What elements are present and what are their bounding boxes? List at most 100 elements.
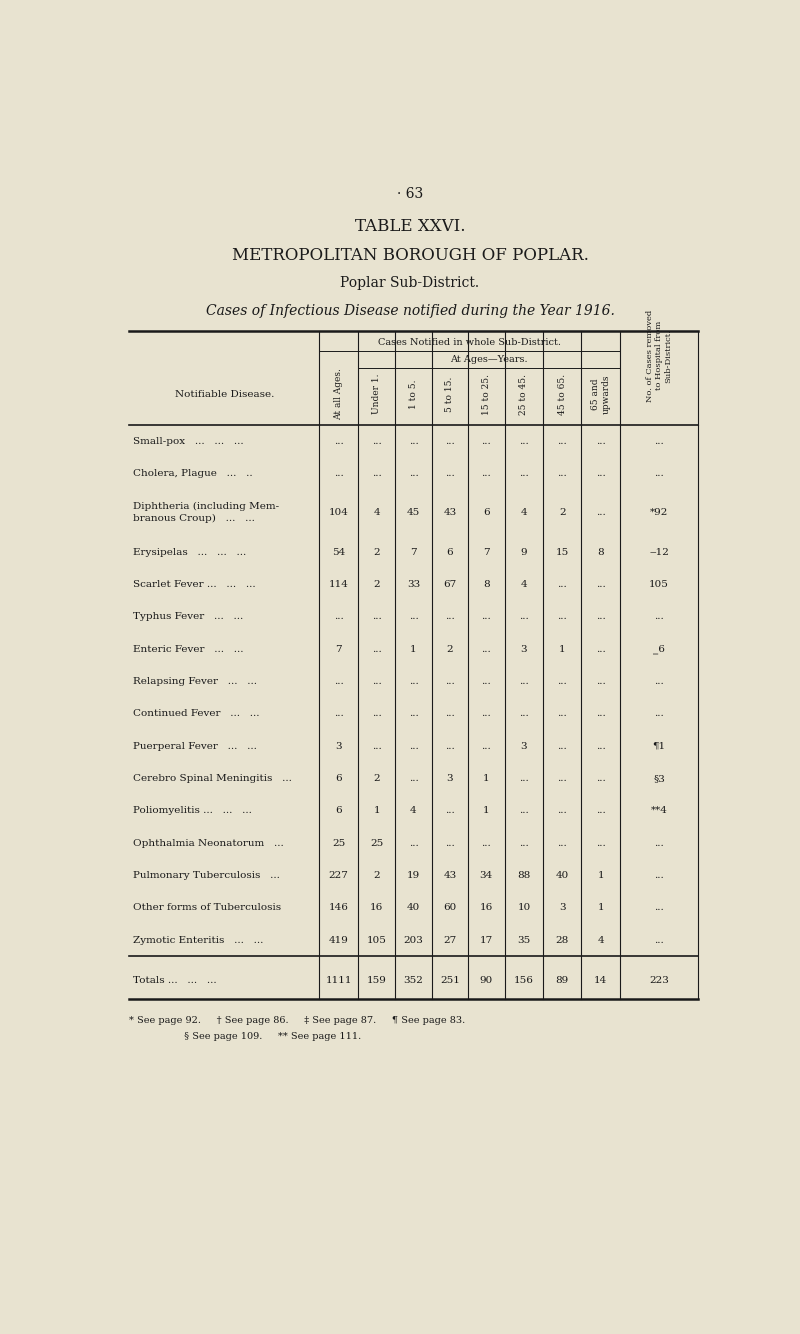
Text: Other forms of Tuberculosis: Other forms of Tuberculosis (133, 903, 281, 912)
Text: 4: 4 (521, 580, 527, 588)
Text: ...: ... (596, 436, 606, 446)
Text: 54: 54 (332, 547, 346, 556)
Text: ...: ... (558, 806, 567, 815)
Text: ...: ... (334, 436, 343, 446)
Text: ...: ... (482, 676, 491, 686)
Text: Relapsing Fever   ...   ...: Relapsing Fever ... ... (133, 676, 257, 686)
Text: ...: ... (409, 436, 418, 446)
Text: 1: 1 (598, 871, 604, 880)
Text: ...: ... (445, 839, 454, 847)
Text: ...: ... (596, 580, 606, 588)
Text: 19: 19 (407, 871, 420, 880)
Text: ‗6: ‗6 (654, 644, 665, 654)
Text: ...: ... (372, 612, 382, 622)
Text: ...: ... (482, 436, 491, 446)
Text: ...: ... (482, 742, 491, 751)
Text: 25: 25 (370, 839, 383, 847)
Text: ...: ... (654, 871, 664, 880)
Text: ...: ... (596, 676, 606, 686)
Text: 105: 105 (366, 935, 386, 944)
Text: TABLE XXVI.: TABLE XXVI. (354, 217, 466, 235)
Text: ...: ... (519, 774, 529, 783)
Text: 7: 7 (335, 644, 342, 654)
Text: ...: ... (596, 806, 606, 815)
Text: 3: 3 (446, 774, 454, 783)
Text: ...: ... (519, 470, 529, 478)
Text: ...: ... (596, 742, 606, 751)
Text: ...: ... (519, 676, 529, 686)
Text: ...: ... (334, 676, 343, 686)
Text: 104: 104 (329, 508, 349, 518)
Text: *92: *92 (650, 508, 668, 518)
Text: branous Croup)   ...   ...: branous Croup) ... ... (133, 515, 254, 523)
Text: 3: 3 (335, 742, 342, 751)
Text: Cholera, Plague   ...   ..: Cholera, Plague ... .. (133, 470, 252, 478)
Text: ...: ... (654, 935, 664, 944)
Text: 25 to 45.: 25 to 45. (519, 374, 529, 415)
Text: ...: ... (596, 644, 606, 654)
Text: 16: 16 (480, 903, 493, 912)
Text: ...: ... (558, 436, 567, 446)
Text: ...: ... (482, 612, 491, 622)
Text: ...: ... (409, 612, 418, 622)
Text: ...: ... (482, 470, 491, 478)
Text: ...: ... (558, 839, 567, 847)
Text: 60: 60 (443, 903, 457, 912)
Text: 4: 4 (521, 508, 527, 518)
Text: ...: ... (558, 470, 567, 478)
Text: ...: ... (334, 470, 343, 478)
Text: 1: 1 (559, 644, 566, 654)
Text: 43: 43 (443, 508, 457, 518)
Text: ...: ... (654, 470, 664, 478)
Text: 105: 105 (650, 580, 669, 588)
Text: 6: 6 (335, 806, 342, 815)
Text: 2: 2 (559, 508, 566, 518)
Text: ...: ... (654, 903, 664, 912)
Text: 14: 14 (594, 975, 607, 984)
Text: ...: ... (654, 710, 664, 718)
Text: ...: ... (334, 612, 343, 622)
Text: 227: 227 (329, 871, 349, 880)
Text: Pulmonary Tuberculosis   ...: Pulmonary Tuberculosis ... (133, 871, 279, 880)
Text: Enteric Fever   ...   ...: Enteric Fever ... ... (133, 644, 243, 654)
Text: Cerebro Spinal Meningitis   ...: Cerebro Spinal Meningitis ... (133, 774, 291, 783)
Text: 1 to 5.: 1 to 5. (409, 379, 418, 410)
Text: 4: 4 (410, 806, 417, 815)
Text: 1: 1 (410, 644, 417, 654)
Text: 27: 27 (443, 935, 457, 944)
Text: 352: 352 (403, 975, 423, 984)
Text: § See page 109.     ** See page 111.: § See page 109. ** See page 111. (153, 1031, 361, 1041)
Text: 2: 2 (374, 547, 380, 556)
Text: ...: ... (445, 436, 454, 446)
Text: §3: §3 (654, 774, 665, 783)
Text: ...: ... (596, 612, 606, 622)
Text: 15: 15 (556, 547, 569, 556)
Text: ...: ... (409, 774, 418, 783)
Text: 1111: 1111 (326, 975, 352, 984)
Text: Ophthalmia Neonatorum   ...: Ophthalmia Neonatorum ... (133, 839, 283, 847)
Text: Small-pox   ...   ...   ...: Small-pox ... ... ... (133, 436, 243, 446)
Text: 33: 33 (407, 580, 420, 588)
Text: ...: ... (558, 742, 567, 751)
Text: ...: ... (596, 470, 606, 478)
Text: 28: 28 (556, 935, 569, 944)
Text: 25: 25 (332, 839, 346, 847)
Text: ...: ... (654, 839, 664, 847)
Text: 1: 1 (483, 806, 490, 815)
Text: 10: 10 (518, 903, 530, 912)
Text: ...: ... (409, 742, 418, 751)
Text: ...: ... (372, 644, 382, 654)
Text: Cases Notified in whole Sub-District.: Cases Notified in whole Sub-District. (378, 338, 561, 347)
Text: 88: 88 (518, 871, 530, 880)
Text: ...: ... (558, 710, 567, 718)
Text: 15 to 25.: 15 to 25. (482, 374, 491, 415)
Text: Notifiable Disease.: Notifiable Disease. (174, 390, 274, 399)
Text: 8: 8 (483, 580, 490, 588)
Text: Under 1.: Under 1. (372, 374, 381, 415)
Text: 159: 159 (366, 975, 386, 984)
Text: ...: ... (654, 612, 664, 622)
Text: ...: ... (372, 436, 382, 446)
Text: 35: 35 (518, 935, 530, 944)
Text: ...: ... (482, 710, 491, 718)
Text: **4: **4 (650, 806, 667, 815)
